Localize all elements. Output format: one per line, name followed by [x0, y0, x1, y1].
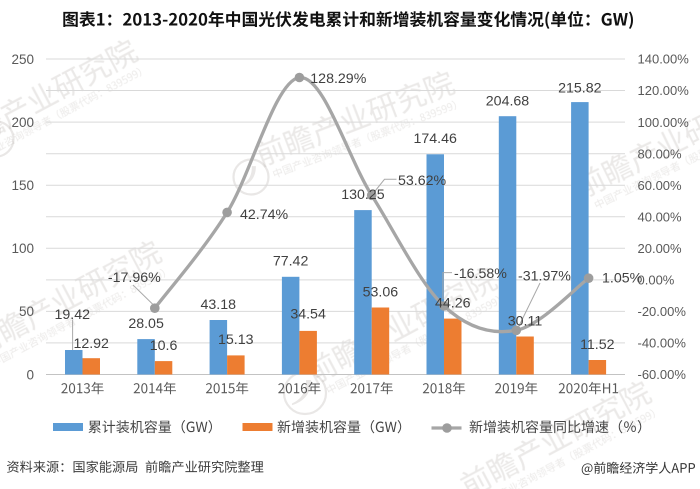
svg-text:250: 250	[11, 52, 34, 67]
svg-text:1.05%: 1.05%	[602, 270, 643, 286]
svg-text:42.74%: 42.74%	[240, 207, 289, 223]
svg-text:12.92: 12.92	[73, 336, 109, 352]
svg-text:-16.58%: -16.58%	[454, 266, 507, 282]
svg-text:53.06: 53.06	[363, 284, 399, 300]
svg-text:200: 200	[11, 115, 34, 130]
svg-text:44.26: 44.26	[435, 295, 471, 311]
svg-text:50: 50	[19, 304, 34, 319]
svg-text:80.00%: 80.00%	[638, 146, 683, 161]
svg-text:20.00%: 20.00%	[638, 241, 683, 256]
svg-text:-60.00%: -60.00%	[638, 367, 687, 382]
svg-text:128.29%: 128.29%	[310, 71, 366, 87]
svg-text:10.6: 10.6	[150, 338, 178, 354]
svg-text:120.00%: 120.00%	[638, 83, 690, 98]
svg-text:174.46: 174.46	[413, 131, 457, 147]
svg-text:100.00%: 100.00%	[638, 115, 690, 130]
svg-text:204.68: 204.68	[486, 93, 530, 109]
svg-text:19.42: 19.42	[55, 307, 91, 323]
svg-text:130.25: 130.25	[341, 187, 385, 203]
svg-text:150: 150	[11, 178, 34, 193]
svg-text:43.18: 43.18	[201, 297, 237, 313]
svg-text:28.05: 28.05	[128, 316, 164, 332]
svg-text:0.00%: 0.00%	[638, 273, 675, 288]
svg-text:-17.96%: -17.96%	[108, 270, 161, 286]
svg-text:-31.97%: -31.97%	[518, 268, 571, 284]
svg-text:100: 100	[11, 241, 34, 256]
svg-text:40.00%: 40.00%	[638, 209, 683, 224]
svg-text:30.11: 30.11	[508, 313, 543, 329]
svg-text:34.54: 34.54	[290, 306, 326, 322]
svg-text:-40.00%: -40.00%	[638, 336, 687, 351]
svg-text:11.52: 11.52	[580, 337, 615, 353]
svg-text:60.00%: 60.00%	[638, 178, 683, 193]
svg-text:215.82: 215.82	[558, 80, 602, 96]
svg-text:77.42: 77.42	[273, 253, 309, 269]
svg-text:15.13: 15.13	[218, 332, 254, 348]
svg-text:0: 0	[26, 367, 34, 382]
svg-text:140.00%: 140.00%	[638, 52, 690, 67]
svg-text:-20.00%: -20.00%	[638, 304, 687, 319]
svg-text:53.62%: 53.62%	[398, 173, 447, 189]
